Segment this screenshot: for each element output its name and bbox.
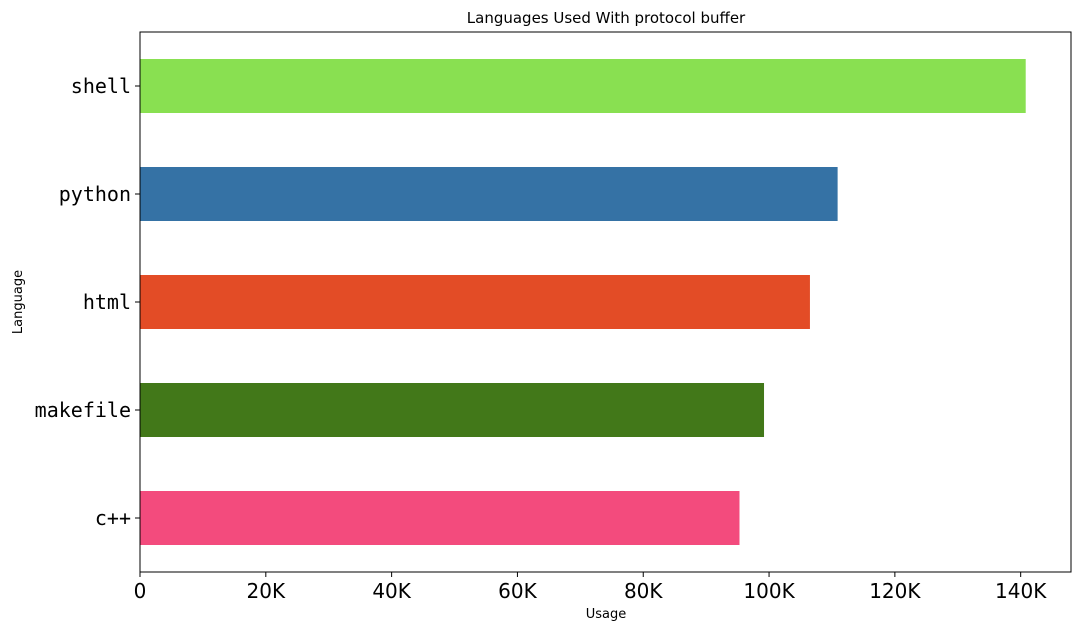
bar-python [140, 167, 838, 221]
x-tick-label: 0 [134, 579, 147, 603]
y-tick-label: shell [71, 74, 131, 98]
x-tick-label: 20K [247, 579, 286, 603]
bar-html [140, 275, 810, 329]
x-tick-label: 60K [498, 579, 537, 603]
y-tick-label: makefile [35, 398, 131, 422]
y-tick-label: c++ [95, 506, 131, 530]
x-tick-label: 100K [743, 579, 795, 603]
x-tick-label: 40K [372, 579, 411, 603]
x-axis-ticks: 0 20K 40K 60K 80K 100K 120K 140K [134, 572, 1047, 603]
bars-group [140, 59, 1026, 545]
bar-shell [140, 59, 1026, 113]
bar-c++ [140, 491, 740, 545]
y-tick-label: html [83, 290, 131, 314]
x-tick-label: 80K [624, 579, 663, 603]
x-tick-label: 120K [869, 579, 921, 603]
x-tick-label: 140K [995, 579, 1047, 603]
x-axis-label: Usage [586, 607, 627, 622]
bar-makefile [140, 383, 765, 437]
chart-title: Languages Used With protocol buffer [467, 9, 746, 27]
y-axis-ticks: c++ makefile html python shell [35, 74, 140, 530]
y-tick-label: python [59, 182, 131, 206]
y-axis-label: Language [11, 270, 26, 334]
